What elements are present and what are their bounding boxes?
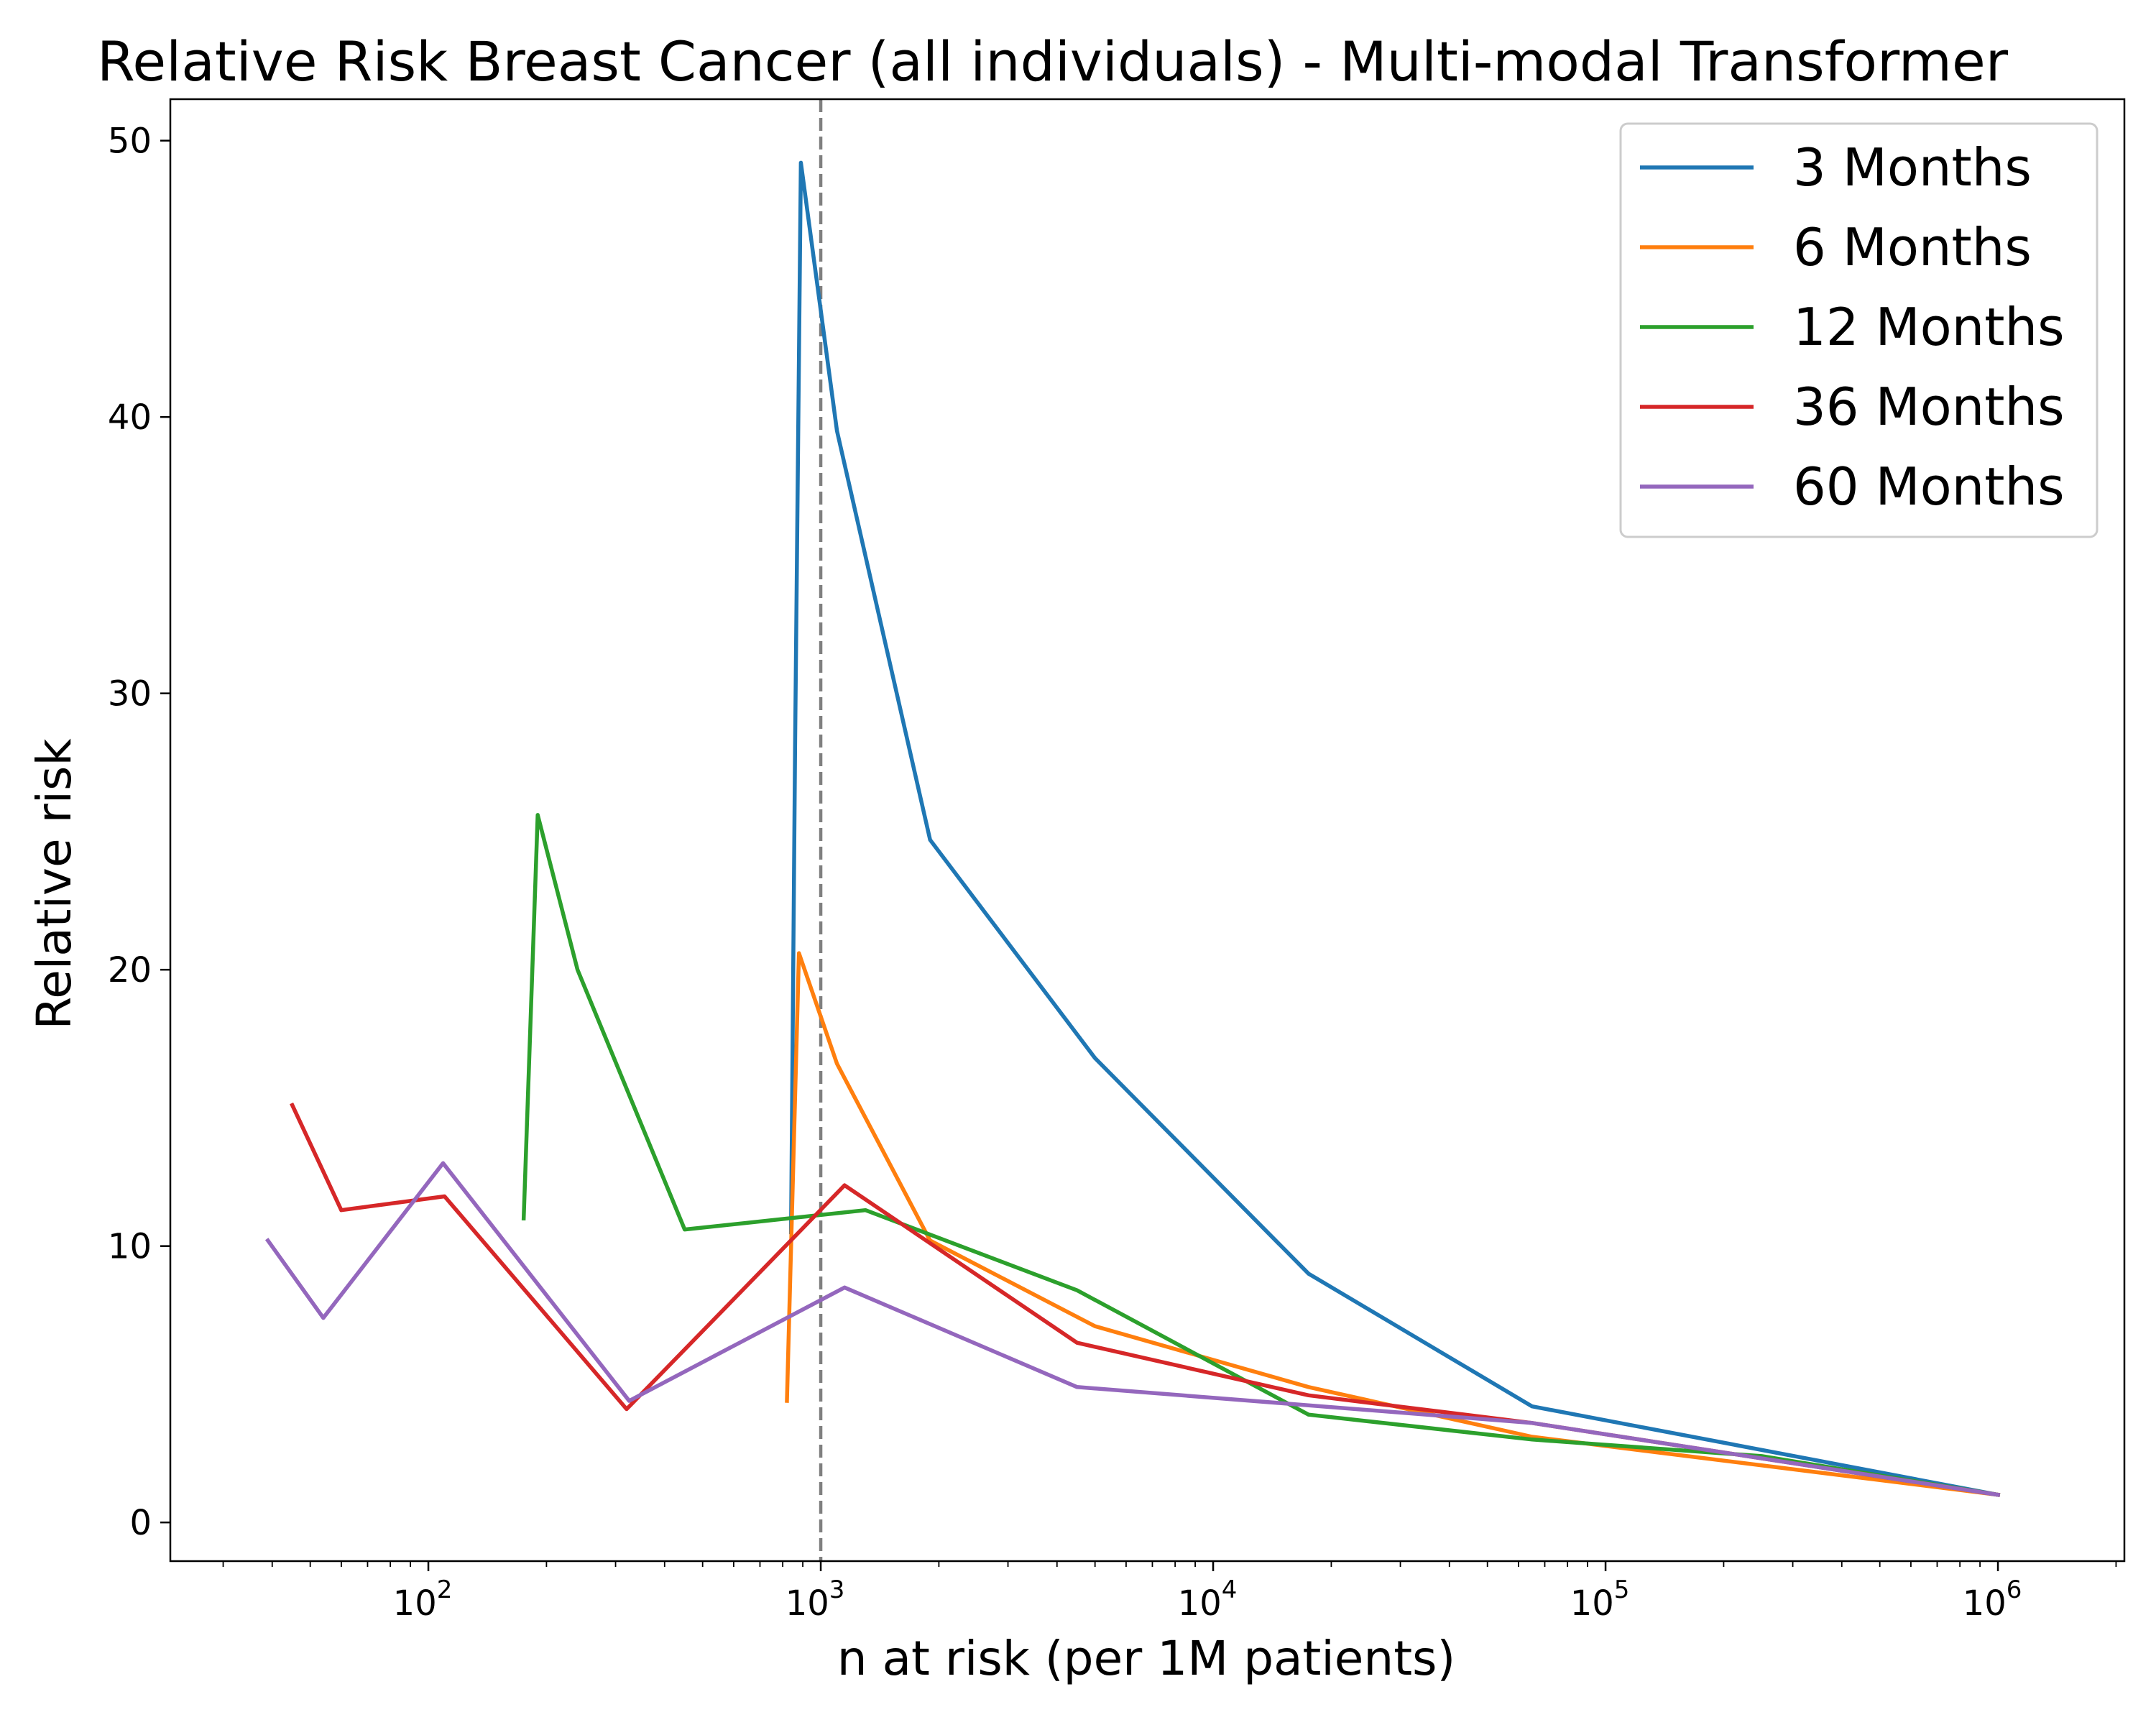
x-tick-label: 102 <box>393 1576 453 1624</box>
legend-item: 6 Months <box>1640 217 2032 277</box>
y-tick-label: 0 <box>129 1503 152 1543</box>
series-line-3-months <box>788 160 2001 1497</box>
axes-frame <box>169 98 2126 1563</box>
legend-label: 6 Months <box>1793 217 2032 277</box>
x-tick-base: 10 <box>1963 1583 2007 1624</box>
x-axis-label: n at risk (per 1M patients) <box>837 1631 1455 1686</box>
legend-label: 12 Months <box>1793 297 2065 357</box>
x-tick-exponent: 6 <box>2007 1576 2022 1604</box>
legend-label: 3 Months <box>1793 137 2032 198</box>
y-tick-label: 10 <box>108 1227 152 1267</box>
x-tick-label: 104 <box>1178 1576 1238 1624</box>
series-line-6-months <box>785 951 2001 1497</box>
legend-item: 36 Months <box>1640 377 2065 437</box>
x-tick-base: 10 <box>1570 1583 1614 1624</box>
y-tick-label: 20 <box>108 950 152 990</box>
legend-label: 36 Months <box>1793 377 2065 437</box>
x-tick-exponent: 3 <box>829 1576 845 1604</box>
legend-label: 60 Months <box>1793 456 2065 517</box>
legend: 3 Months 6 Months 12 Months 36 Months 60 Mon… <box>1619 122 2099 538</box>
legend-item: 12 Months <box>1640 297 2065 357</box>
series-line-12-months <box>521 813 2001 1497</box>
legend-item: 60 Months <box>1640 456 2065 517</box>
series-group <box>264 99 2001 1561</box>
y-tick-label: 40 <box>108 397 152 438</box>
legend-item: 3 Months <box>1640 137 2032 198</box>
x-tick-base: 10 <box>1178 1583 1222 1624</box>
x-tick-base: 10 <box>786 1583 829 1624</box>
x-tick-base: 10 <box>393 1583 437 1624</box>
x-tick-exponent: 5 <box>1614 1576 1630 1604</box>
y-tick-label: 30 <box>108 674 152 714</box>
x-tick-exponent: 2 <box>437 1576 453 1604</box>
series-line-60-months <box>264 1161 2001 1497</box>
x-tick-label: 106 <box>1963 1576 2022 1624</box>
y-axis-label: Relative risk <box>27 738 82 1030</box>
legend-box <box>1619 122 2099 538</box>
x-tick-exponent: 4 <box>1222 1576 1238 1604</box>
series-line-36-months <box>290 1102 2001 1497</box>
chart-title: Relative Risk Breast Cancer (all individ… <box>97 29 2009 93</box>
y-tick-label: 50 <box>108 121 152 162</box>
x-tick-label: 103 <box>786 1576 845 1624</box>
x-tick-label: 105 <box>1570 1576 1630 1624</box>
